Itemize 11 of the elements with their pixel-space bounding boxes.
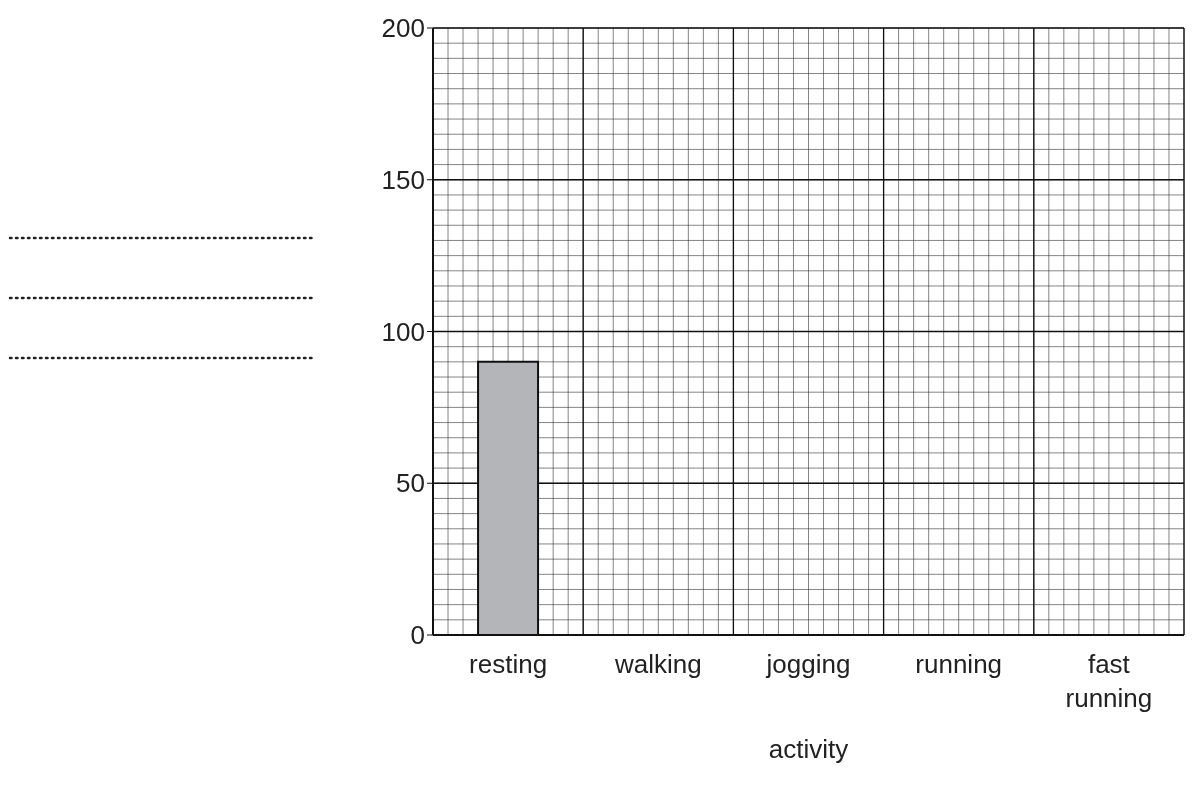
y-tick-label: 150 [381, 164, 425, 195]
y-tick-label: 100 [381, 316, 425, 347]
x-axis-title: activity [768, 734, 849, 764]
x-tick-label: resting [469, 649, 548, 679]
y-tick-label: 50 [396, 468, 425, 499]
x-tick-label: jogging [765, 649, 851, 679]
y-tick-label: 200 [381, 13, 425, 44]
x-tick-label: fast running [1065, 649, 1153, 713]
y-tick-label: 0 [410, 620, 425, 651]
x-tick-label: running [915, 649, 1003, 679]
x-tick-label: walking [613, 649, 702, 679]
